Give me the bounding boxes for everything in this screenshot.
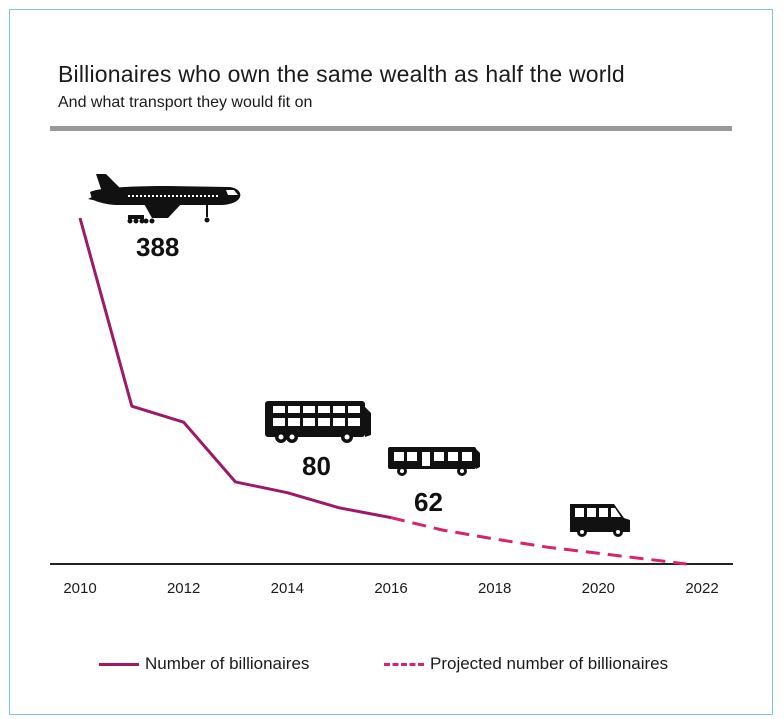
x-tick-label: 2014 xyxy=(271,580,304,597)
x-tick-label: 2018 xyxy=(478,580,511,597)
title-rule xyxy=(50,126,732,131)
bus-icon xyxy=(388,447,480,476)
legend-swatch-dashed xyxy=(384,662,424,666)
legend-item-actual: Number of billionaires xyxy=(99,654,309,674)
x-tick-label: 2012 xyxy=(167,580,200,597)
legend-item-projected: Projected number of billionaires xyxy=(384,654,668,674)
series-line-actual xyxy=(78,217,392,520)
annotation-80: 80 xyxy=(302,451,331,481)
airplane-icon xyxy=(88,174,241,224)
legend-label-actual: Number of billionaires xyxy=(145,654,310,673)
x-tick-label: 2022 xyxy=(685,580,718,597)
annotation-62: 62 xyxy=(414,487,443,517)
x-tick-label: 2016 xyxy=(374,580,407,597)
chart-title: Billionaires who own the same wealth as … xyxy=(58,61,625,87)
minibus-icon xyxy=(570,504,630,537)
double-decker-bus-icon xyxy=(265,401,371,443)
chart-subtitle: And what transport they would fit on xyxy=(58,94,313,111)
legend-label-projected: Projected number of billionaires xyxy=(430,654,669,673)
series-lines xyxy=(78,217,687,566)
legend-swatch-solid xyxy=(99,662,139,666)
x-tick-labels: 2010 2012 2014 2016 2018 2020 2022 xyxy=(63,580,718,597)
series-line-projected xyxy=(390,516,687,566)
x-tick-label: 2020 xyxy=(582,580,615,597)
annotation-388: 388 xyxy=(136,232,179,262)
x-tick-label: 2010 xyxy=(63,580,96,597)
